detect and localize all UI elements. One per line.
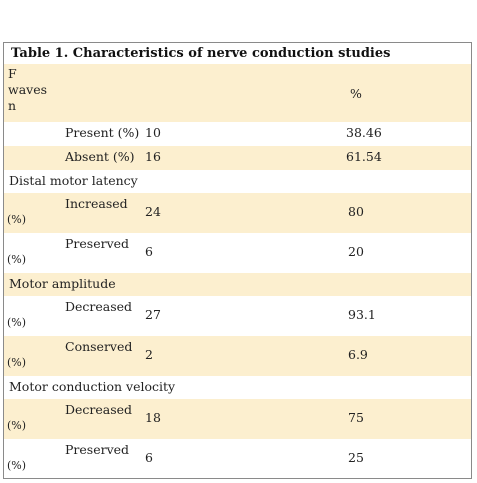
section-label: Motor conduction velocity <box>9 379 176 394</box>
row-label: Present (%) <box>65 125 140 140</box>
table-row: Decreased (%) 18 75 <box>4 399 471 439</box>
row-label: Conserved <box>65 339 133 354</box>
row-unit: (%) <box>7 356 27 369</box>
row-label: Increased <box>65 196 128 211</box>
table-row: Decreased (%) 27 93.1 <box>4 296 471 336</box>
table-row: Present (%) 10 38.46 <box>4 122 471 146</box>
table-row: Distal motor latency <box>4 170 471 193</box>
table-title: Table 1. Characteristics of nerve conduc… <box>4 43 471 65</box>
cell-n: 6 <box>145 450 153 465</box>
cell-pct: 80 <box>348 204 364 219</box>
row-unit: (%) <box>7 459 27 472</box>
row-unit: (%) <box>7 253 27 266</box>
row-unit: (%) <box>7 316 27 329</box>
row-label: Preserved <box>65 236 130 251</box>
table-row: Motor conduction velocity <box>4 376 471 399</box>
cell-pct: 25 <box>348 450 364 465</box>
table-row: Conserved (%) 2 6.9 <box>4 336 471 376</box>
table-row: Preserved (%) 6 25 <box>4 439 471 479</box>
row-label: Decreased <box>65 402 133 417</box>
header-row: F waves n% <box>4 64 471 122</box>
cell-pct: 6.9 <box>348 347 368 362</box>
cell-pct: 93.1 <box>348 307 376 322</box>
row-label: Absent (%) <box>65 149 135 164</box>
cell-n: 6 <box>145 244 153 259</box>
cell-n: 24 <box>145 204 161 219</box>
cell-pct: 61.54 <box>346 149 382 164</box>
cell-pct: 20 <box>348 244 364 259</box>
row-label: Preserved <box>65 442 130 457</box>
cell-n: 10 <box>145 125 161 140</box>
table-row: Absent (%) 16 61.54 <box>4 146 471 170</box>
cell-pct: 38.46 <box>346 125 382 140</box>
table-row: Increased (%) 24 80 <box>4 193 471 233</box>
cell-n: 18 <box>145 410 161 425</box>
cell-n: 2 <box>145 347 153 362</box>
table-row: Motor amplitude <box>4 273 471 296</box>
cell-n: 27 <box>145 307 161 322</box>
row-unit: (%) <box>7 213 27 226</box>
header-cell: % <box>350 86 362 101</box>
row-label: Decreased <box>65 299 133 314</box>
section-label: Distal motor latency <box>9 173 138 188</box>
cell-pct: 75 <box>348 410 364 425</box>
section-label: Motor amplitude <box>9 276 116 291</box>
table-row: Preserved (%) 6 20 <box>4 233 471 273</box>
cell-n: 16 <box>145 149 161 164</box>
header-cell: F waves n <box>8 66 48 113</box>
row-unit: (%) <box>7 419 27 432</box>
table: Table 1. Characteristics of nerve conduc… <box>3 42 472 479</box>
